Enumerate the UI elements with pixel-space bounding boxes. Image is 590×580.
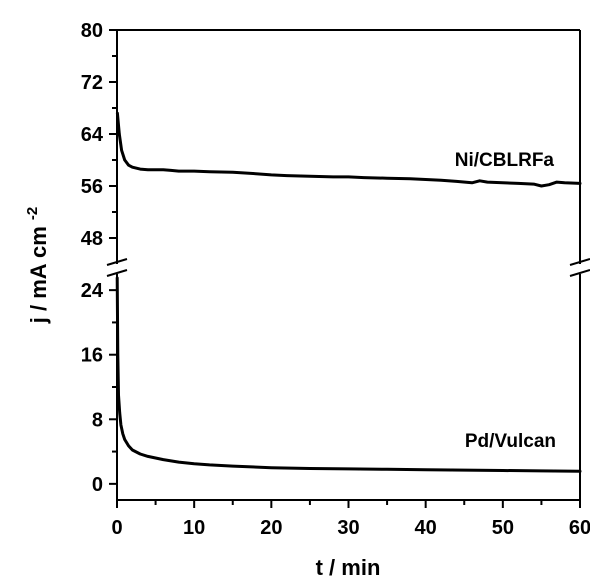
- axes-frame: [106, 29, 590, 501]
- x-tick-label: 60: [569, 517, 590, 539]
- y-axis-title-superscript: -2: [24, 207, 41, 220]
- y-tick-label: 24: [81, 280, 104, 302]
- svg-text:j / mA cm -2: j / mA cm -2: [24, 207, 51, 324]
- x-tick-label: 20: [260, 517, 282, 539]
- y-tick-label: 56: [81, 176, 103, 198]
- x-tick-label: 50: [492, 517, 514, 539]
- x-tick-label: 40: [415, 517, 437, 539]
- y-tick-label: 48: [81, 228, 103, 250]
- x-axis-title: t / min: [316, 555, 381, 580]
- y-ticks: 48 56 64 72 80 0 8 16 24: [81, 20, 117, 496]
- y-tick-label: 72: [81, 72, 103, 94]
- x-tick-label: 10: [183, 517, 205, 539]
- y-tick-label: 64: [81, 124, 104, 146]
- y-tick-label: 16: [81, 345, 103, 367]
- axis-break-mark-right: [569, 258, 590, 277]
- x-ticks: 0 10 20 30 40 50 60: [111, 500, 590, 539]
- y-axis-title-main: j / mA cm: [26, 226, 51, 324]
- y-axis-title: j / mA cm -2: [24, 207, 51, 324]
- y-tick-label: 8: [92, 409, 103, 431]
- x-tick-label: 30: [337, 517, 359, 539]
- series-label-ni-cblrfa: Ni/CBLRFa: [455, 150, 555, 171]
- y-tick-label: 80: [81, 20, 103, 42]
- axis-break-mark-left: [106, 258, 128, 277]
- series-label-pd-vulcan: Pd/Vulcan: [465, 431, 556, 452]
- y-tick-label: 0: [92, 474, 103, 496]
- series-group: [115, 111, 582, 473]
- series-line-ni-cblrfa: [115, 111, 582, 188]
- series-line-pd-vulcan: [115, 276, 582, 473]
- x-tick-label: 0: [111, 517, 122, 539]
